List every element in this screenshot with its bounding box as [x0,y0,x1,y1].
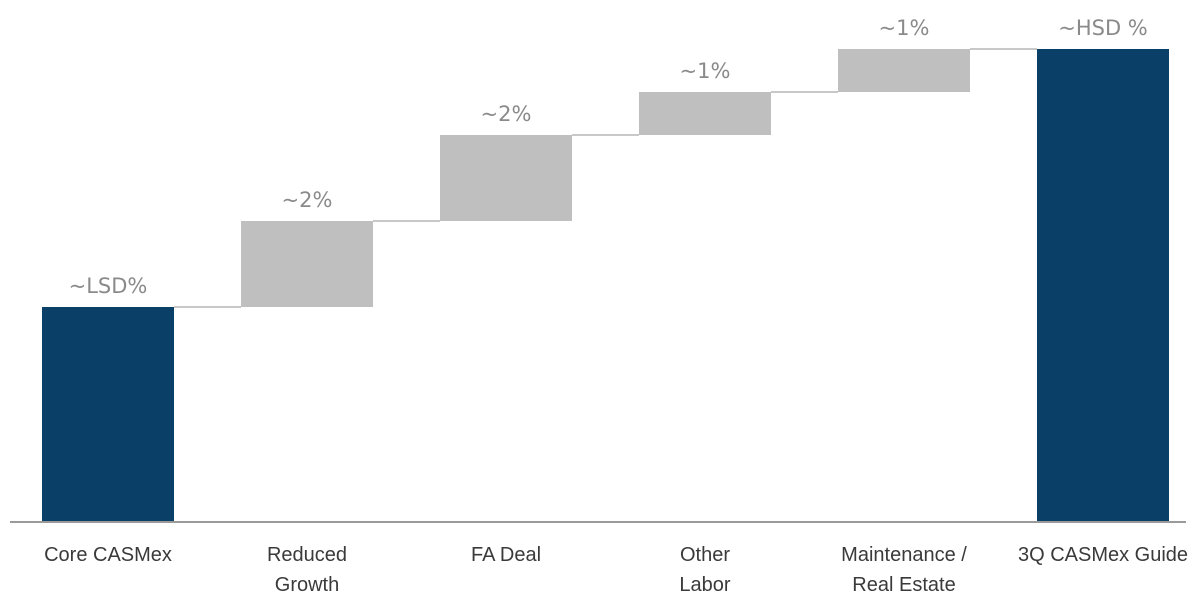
data-label: ~1% [879,16,930,40]
bars-group [42,49,1169,522]
category-label-line: Growth [275,574,339,594]
category-labels-group: Core CASMex Reduced Growth FA Deal Other Labo… [44,544,1188,594]
category-label: 3Q CASMex Guide [1018,544,1188,566]
category-label-line: 3Q CASMex Guide [1018,544,1188,566]
category-label-line: Other [680,544,730,566]
bar-increase [440,135,572,221]
category-label: Reduced Growth [267,544,347,594]
category-label-line: Labor [679,574,730,594]
category-label: FA Deal [471,544,541,566]
data-labels-group: ~LSD% ~2% ~2% ~1% ~1% ~HSD % [69,16,1148,298]
data-label: ~1% [680,59,731,83]
data-label: ~LSD% [69,274,148,298]
data-label: ~2% [481,102,532,126]
category-label-line: Reduced [267,544,347,566]
category-label-line: Real Estate [852,574,955,594]
category-label: Maintenance / Real Estate [841,544,967,594]
category-label: Other Labor [679,544,730,594]
data-label: ~HSD % [1058,16,1148,40]
bar-total [1037,49,1169,522]
bar-increase [241,221,373,307]
category-label-line: Maintenance / [841,544,967,566]
connector-lines [174,48,1037,308]
data-label: ~2% [282,188,333,212]
bar-increase [639,92,771,135]
category-label-line: Core CASMex [44,544,172,566]
bar-increase [838,49,970,92]
category-label-line: FA Deal [471,544,541,566]
category-label: Core CASMex [44,544,172,566]
bar-total [42,307,174,522]
